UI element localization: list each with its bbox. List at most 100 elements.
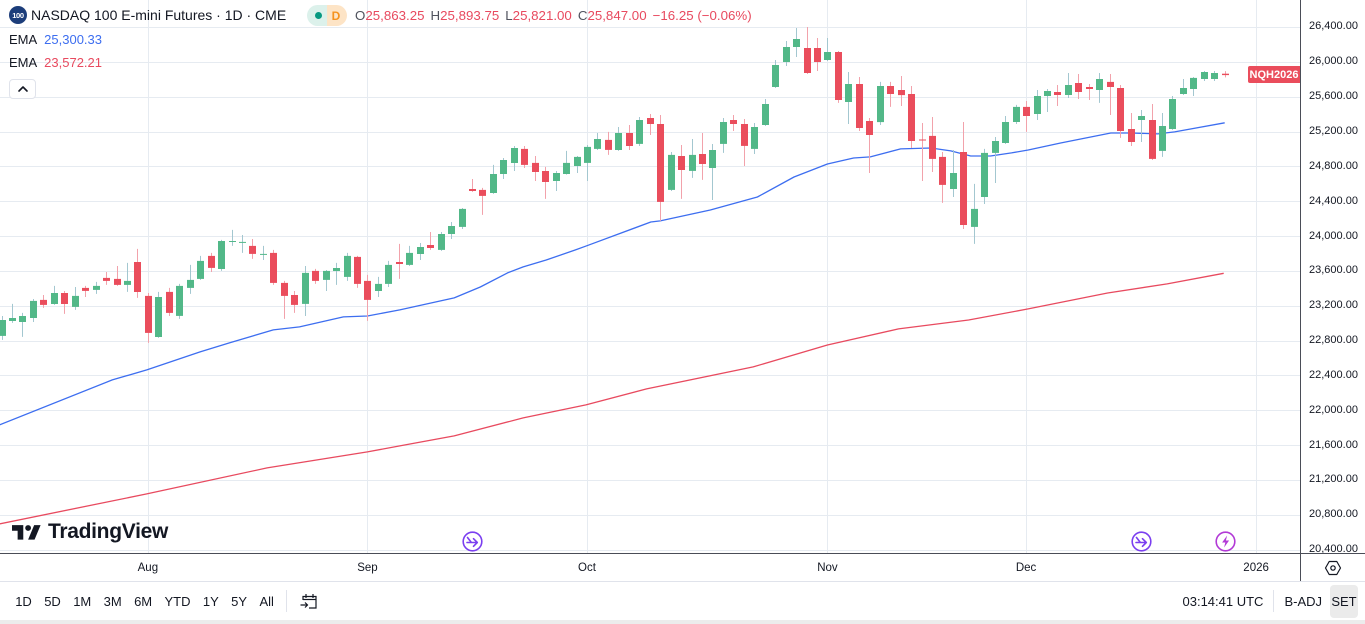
candle[interactable] (218, 239, 225, 271)
candle[interactable] (647, 114, 654, 135)
rollover-arrow-icon[interactable] (1131, 531, 1152, 552)
market-status[interactable] (307, 5, 327, 26)
candle[interactable] (929, 117, 936, 172)
candle[interactable] (594, 133, 601, 150)
candle[interactable] (61, 291, 68, 314)
candle[interactable] (249, 239, 256, 259)
candle[interactable] (270, 249, 277, 285)
candle[interactable] (1065, 73, 1072, 98)
candle[interactable] (898, 76, 905, 106)
candle[interactable] (30, 299, 37, 322)
candle[interactable] (553, 171, 560, 191)
candle[interactable] (396, 243, 403, 279)
candle[interactable] (375, 276, 382, 297)
candle[interactable] (197, 255, 204, 280)
candle[interactable] (490, 164, 497, 194)
candle[interactable] (1054, 85, 1061, 106)
candle[interactable] (1044, 89, 1051, 112)
candle[interactable] (960, 122, 967, 229)
rollover-arrow-icon[interactable] (462, 531, 483, 552)
candle[interactable] (992, 137, 999, 183)
candle[interactable] (636, 117, 643, 146)
candle[interactable] (981, 148, 988, 204)
candle[interactable] (615, 127, 622, 151)
candle[interactable] (40, 295, 47, 308)
candle[interactable] (448, 222, 455, 239)
lightning-icon[interactable] (1215, 531, 1236, 552)
candle[interactable] (626, 125, 633, 150)
session-toggle[interactable]: SET (1330, 584, 1358, 618)
candle[interactable] (1201, 71, 1208, 81)
candle[interactable] (856, 77, 863, 131)
candle[interactable] (751, 123, 758, 154)
candle[interactable] (574, 156, 581, 173)
candle[interactable] (500, 158, 507, 179)
candle[interactable] (678, 145, 685, 199)
candle[interactable] (584, 145, 591, 181)
symbol-title[interactable]: NASDAQ 100 E-mini Futures · 1D · CME (31, 7, 287, 23)
candle[interactable] (1086, 84, 1093, 100)
candle[interactable] (19, 312, 26, 337)
candle[interactable] (845, 72, 852, 124)
candle[interactable] (563, 150, 570, 175)
candle[interactable] (511, 146, 518, 171)
candle[interactable] (291, 291, 298, 313)
utc-clock[interactable]: 03:14:41 UTC (1182, 593, 1264, 609)
candle[interactable] (239, 235, 246, 253)
candle[interactable] (1180, 79, 1187, 95)
ema-legend-fast[interactable]: EMA 25,300.33 (9, 32, 102, 48)
candle[interactable] (1013, 104, 1020, 124)
candle[interactable] (323, 270, 330, 291)
candle[interactable] (134, 248, 141, 298)
candle[interactable] (730, 115, 737, 131)
range-ytd-button[interactable]: YTD (164, 593, 191, 609)
candle[interactable] (804, 27, 811, 74)
candle[interactable] (1128, 113, 1135, 146)
candle[interactable] (835, 51, 842, 103)
candle[interactable] (260, 245, 267, 260)
candle[interactable] (950, 150, 957, 197)
candle[interactable] (333, 262, 340, 285)
candle[interactable] (866, 118, 873, 173)
range-1y-button[interactable]: 1Y (202, 593, 219, 609)
symbol-logo[interactable]: 100 (9, 6, 27, 24)
candle[interactable] (427, 232, 434, 250)
range-all-button[interactable]: All (259, 593, 274, 609)
tradingview-logo[interactable]: TradingView (12, 520, 168, 544)
time-axis[interactable]: Aug Sep Oct Nov Dec 2026 (0, 553, 1300, 581)
candle[interactable] (720, 118, 727, 153)
candle[interactable] (51, 285, 58, 305)
candle[interactable] (385, 260, 392, 287)
candle[interactable] (469, 179, 476, 192)
candle[interactable] (877, 81, 884, 125)
candle[interactable] (344, 252, 351, 281)
ema-legend-slow[interactable]: EMA 23,572.21 (9, 55, 102, 71)
candle[interactable] (887, 81, 894, 107)
candle[interactable] (124, 262, 131, 292)
candle[interactable] (657, 115, 664, 221)
candle[interactable] (1222, 71, 1229, 78)
candle[interactable] (459, 208, 466, 229)
delayed-data-badge[interactable]: D (327, 5, 347, 26)
candle[interactable] (166, 287, 173, 316)
candle[interactable] (814, 38, 821, 71)
candle[interactable] (364, 274, 371, 321)
candle[interactable] (1169, 96, 1176, 130)
candle[interactable] (82, 285, 89, 297)
candle[interactable] (479, 187, 486, 215)
range-1m-button[interactable]: 1M (73, 593, 92, 609)
candle[interactable] (1075, 74, 1082, 99)
candle[interactable] (0, 316, 6, 340)
candle[interactable] (824, 38, 831, 61)
range-5y-button[interactable]: 5Y (231, 593, 248, 609)
candle[interactable] (1159, 113, 1166, 157)
range-6m-button[interactable]: 6M (134, 593, 153, 609)
candle[interactable] (1211, 71, 1218, 81)
candle[interactable] (793, 28, 800, 57)
candle[interactable] (187, 264, 194, 294)
candle[interactable] (1138, 110, 1145, 142)
candle[interactable] (417, 243, 424, 260)
range-5d-button[interactable]: 5D (44, 593, 61, 609)
candle[interactable] (939, 152, 946, 203)
candle[interactable] (1034, 90, 1041, 120)
